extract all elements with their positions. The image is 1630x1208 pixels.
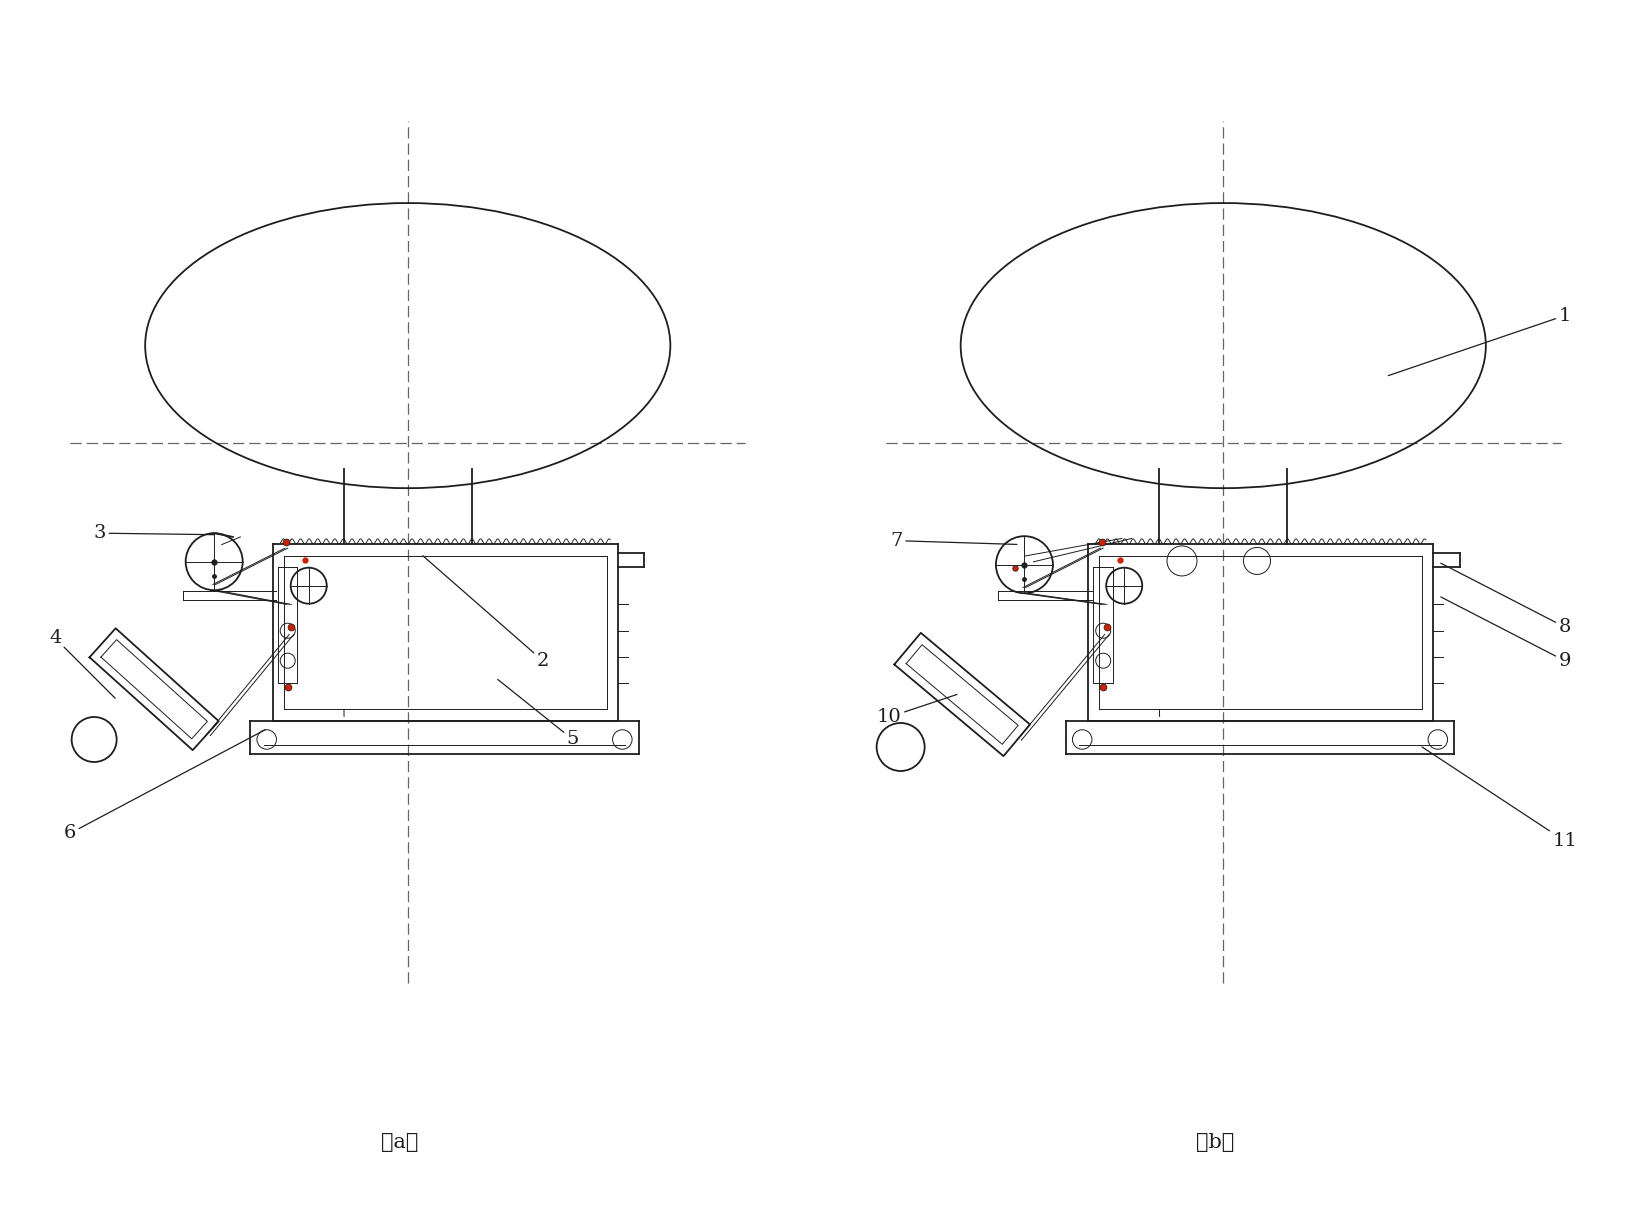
Text: 8: 8 [1439, 563, 1570, 635]
Text: 1: 1 [1387, 307, 1570, 376]
Text: 6: 6 [64, 730, 266, 842]
Text: 11: 11 [1421, 747, 1576, 849]
Text: 5: 5 [497, 679, 579, 749]
Text: （b）: （b） [1195, 1133, 1234, 1151]
Text: 9: 9 [1439, 597, 1570, 669]
Text: 3: 3 [95, 524, 214, 542]
Text: 7: 7 [890, 532, 1017, 550]
Text: 2: 2 [422, 556, 549, 669]
Text: 10: 10 [877, 695, 957, 726]
Text: 4: 4 [49, 629, 116, 698]
Text: （a）: （a） [381, 1133, 417, 1151]
